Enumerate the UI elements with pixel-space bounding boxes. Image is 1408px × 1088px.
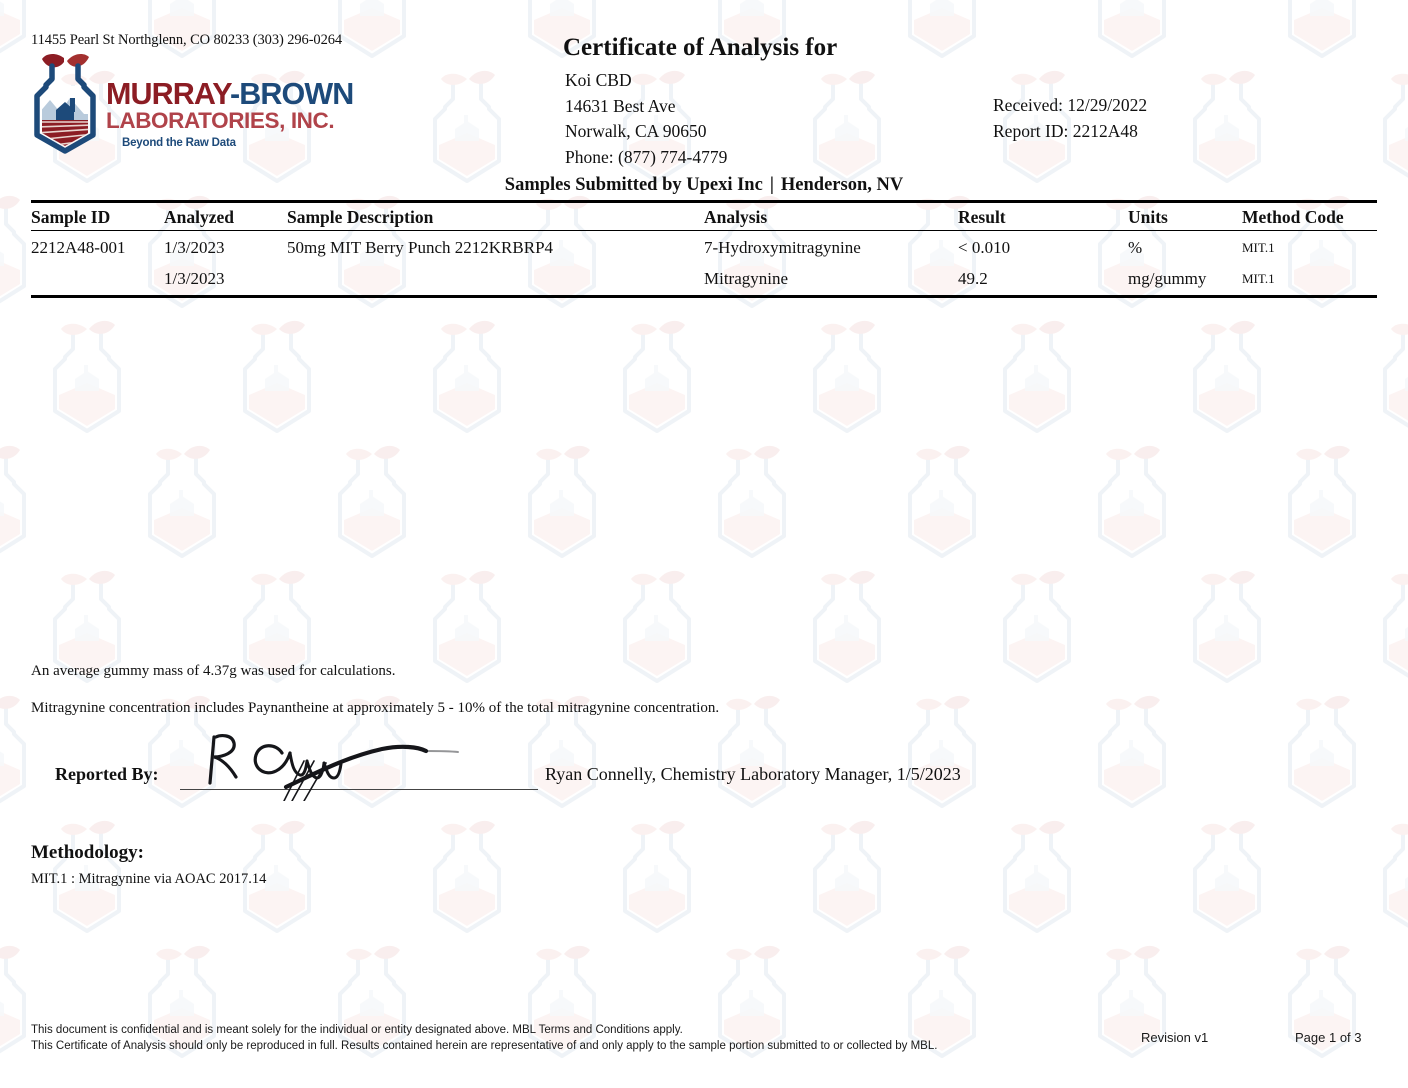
cell-analyzed: 1/3/2023 bbox=[164, 238, 225, 257]
cell-units: % bbox=[1128, 238, 1143, 257]
logo-name-murray: MURRAY bbox=[106, 77, 231, 111]
cell-method-code: MIT.1 bbox=[1242, 271, 1275, 286]
note-average-mass: An average gummy mass of 4.37g was used … bbox=[31, 663, 396, 679]
column-header-sample-id: Sample ID bbox=[31, 207, 111, 227]
client-street: 14631 Best Ave bbox=[565, 95, 676, 116]
table-top-rule bbox=[31, 200, 1377, 203]
table-header-rule bbox=[31, 230, 1377, 232]
cell-analyzed: 1/3/2023 bbox=[164, 269, 225, 288]
column-header-units: Units bbox=[1128, 207, 1168, 227]
methodology-heading: Methodology: bbox=[31, 842, 144, 863]
report-meta-block: Received: 12/29/2022 Report ID: 2212A48 bbox=[993, 92, 1147, 144]
logo-tagline: Beyond the Raw Data bbox=[122, 137, 236, 149]
company-logo: MURRAY-BROWN LABORATORIES, INC. Beyond t… bbox=[26, 52, 366, 167]
signer-name-title-date: Ryan Connelly, Chemistry Laboratory Mana… bbox=[545, 764, 961, 784]
cell-result: < 0.010 bbox=[958, 238, 1011, 257]
cell-analysis: 7-Hydroxymitragynine bbox=[704, 238, 861, 257]
submitted-separator: | bbox=[769, 175, 774, 195]
samples-submitted-line: Samples Submitted by Upexi Inc | Henderson… bbox=[0, 175, 1408, 196]
client-name: Koi CBD bbox=[565, 70, 632, 90]
submitted-location: Henderson, NV bbox=[780, 175, 904, 195]
received-date: Received: 12/29/2022 bbox=[993, 95, 1148, 115]
footer-revision: Revision v1 bbox=[1141, 1030, 1209, 1045]
cell-sample-id: 2212A48-001 bbox=[31, 238, 126, 257]
footer-reproduction-line: This Certificate of Analysis should only… bbox=[31, 1040, 938, 1052]
methodology-item: MIT.1 : Mitragynine via AOAC 2017.14 bbox=[31, 871, 267, 887]
page-title: Certificate of Analysis for bbox=[563, 34, 838, 61]
cell-description: 50mg MIT Berry Punch 2212KRBRP4 bbox=[287, 238, 554, 257]
logo-company-name: MURRAY-BROWN bbox=[106, 77, 386, 111]
column-header-method-code: Method Code bbox=[1242, 207, 1344, 227]
reported-by-label: Reported By: bbox=[55, 764, 159, 784]
flask-hexagon-logo-icon bbox=[34, 53, 96, 154]
column-header-analysis: Analysis bbox=[704, 207, 768, 227]
note-paynantheine: Mitragynine concentration includes Payna… bbox=[31, 700, 720, 716]
column-header-analyzed: Analyzed bbox=[164, 207, 234, 227]
logo-name-brown: -BROWN bbox=[229, 77, 354, 111]
client-phone: Phone: (877) 774-4779 bbox=[565, 146, 728, 167]
footer-confidentiality-line: This document is confidential and is mea… bbox=[31, 1024, 683, 1036]
column-header-result: Result bbox=[958, 207, 1006, 227]
footer-page-number: Page 1 of 3 bbox=[1295, 1030, 1362, 1045]
cell-units: mg/gummy bbox=[1128, 269, 1207, 288]
cell-analysis: Mitragynine bbox=[704, 269, 789, 288]
column-header-description: Sample Description bbox=[287, 207, 434, 227]
cell-result: 49.2 bbox=[958, 269, 988, 288]
report-id: Report ID: 2212A48 bbox=[993, 121, 1138, 141]
cell-method-code: MIT.1 bbox=[1242, 240, 1275, 255]
signature-icon bbox=[208, 734, 459, 801]
client-info-block: Koi CBD 14631 Best Ave Norwalk, CA 90650… bbox=[565, 68, 727, 170]
table-bottom-rule bbox=[31, 295, 1377, 298]
logo-subtitle: LABORATORIES, INC. bbox=[106, 108, 335, 133]
submitted-by: Samples Submitted by Upexi Inc bbox=[504, 175, 763, 195]
client-city: Norwalk, CA 90650 bbox=[565, 121, 707, 141]
lab-address: 11455 Pearl St Northglenn, CO 80233 (303… bbox=[31, 32, 343, 48]
